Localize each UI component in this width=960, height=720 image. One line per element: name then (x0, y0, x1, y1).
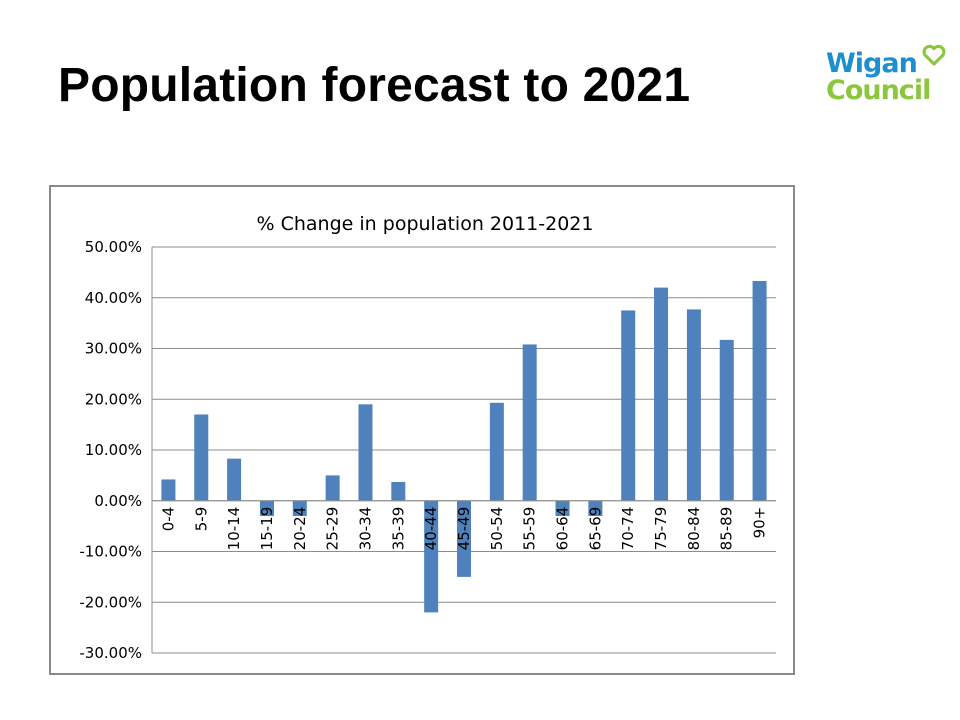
x-category-label: 90+ (751, 507, 769, 539)
x-category-label: 45-49 (455, 507, 473, 551)
bar-5-9 (194, 414, 209, 501)
x-category-label: 60-64 (554, 507, 572, 551)
gridlines (152, 246, 776, 654)
bar-80-84 (686, 309, 701, 501)
bar-50-54 (489, 402, 504, 501)
bar-15-19 (259, 500, 274, 516)
chart-title: % Change in population 2011-2021 (257, 213, 594, 235)
bars (161, 281, 767, 613)
chart-container: % Change in population 2011-2021 50.00% 4… (49, 185, 795, 675)
logo-text-line2: Council (826, 75, 931, 106)
x-category-label: 85-89 (718, 507, 736, 551)
bar-20-24 (292, 500, 307, 516)
y-tick-label: 50.00% (85, 238, 142, 256)
bar-70-74 (621, 310, 636, 501)
y-tick-label: -30.00% (79, 644, 142, 662)
bar-65-69 (588, 500, 603, 516)
x-category-label: 40-44 (422, 507, 440, 551)
x-category-label: 25-29 (324, 507, 342, 551)
y-tick-label: 0.00% (94, 492, 142, 510)
x-category-label: 70-74 (619, 507, 637, 551)
y-tick-label: -10.00% (79, 543, 142, 561)
bar-10-14 (227, 458, 242, 501)
x-category-label: 65-69 (586, 507, 604, 551)
x-category-label: 80-84 (685, 507, 703, 551)
bar-60-64 (555, 500, 570, 516)
bar-40-44 (424, 500, 439, 613)
bar-0-4 (161, 479, 176, 501)
x-category-label: 30-34 (356, 507, 374, 551)
x-category-label: 0-4 (159, 507, 177, 532)
bar-85-89 (719, 339, 734, 501)
bar-25-29 (325, 475, 340, 501)
x-category-labels: 0-4 5-9 10-14 15-19 20-24 25-29 30-34 35-39 40-4… (159, 507, 768, 551)
heart-icon (922, 44, 946, 66)
x-category-label: 55-59 (521, 507, 539, 551)
x-category-label: 75-79 (652, 507, 670, 551)
axes (151, 247, 776, 653)
bar-35-39 (391, 481, 406, 501)
x-category-label: 15-19 (258, 507, 276, 551)
logo-text-line1: Wigan (826, 48, 918, 79)
bar-30-34 (358, 404, 373, 501)
y-tick-label: 20.00% (85, 390, 142, 408)
x-category-label: 20-24 (291, 507, 309, 551)
x-category-label: 35-39 (389, 507, 407, 551)
wigan-council-logo: Wigan Council (822, 44, 952, 114)
x-category-label: 10-14 (225, 507, 243, 551)
slide-title: Population forecast to 2021 (58, 59, 691, 112)
y-tick-label: 30.00% (85, 340, 142, 358)
bar-45-49 (457, 500, 471, 577)
y-tick-labels: 50.00% 40.00% 30.00% 20.00% 10.00% 0.00% -10.0… (79, 238, 142, 662)
y-tick-label: 10.00% (85, 441, 142, 459)
x-category-label: 50-54 (488, 507, 506, 551)
y-tick-label: -20.00% (79, 593, 142, 611)
y-tick-label: 40.00% (85, 289, 142, 307)
x-category-label: 5-9 (192, 507, 210, 532)
bar-75-79 (654, 287, 669, 501)
bar-90+ (752, 281, 767, 501)
bar-chart: % Change in population 2011-2021 50.00% 4… (79, 213, 776, 662)
bar-55-59 (522, 344, 537, 501)
